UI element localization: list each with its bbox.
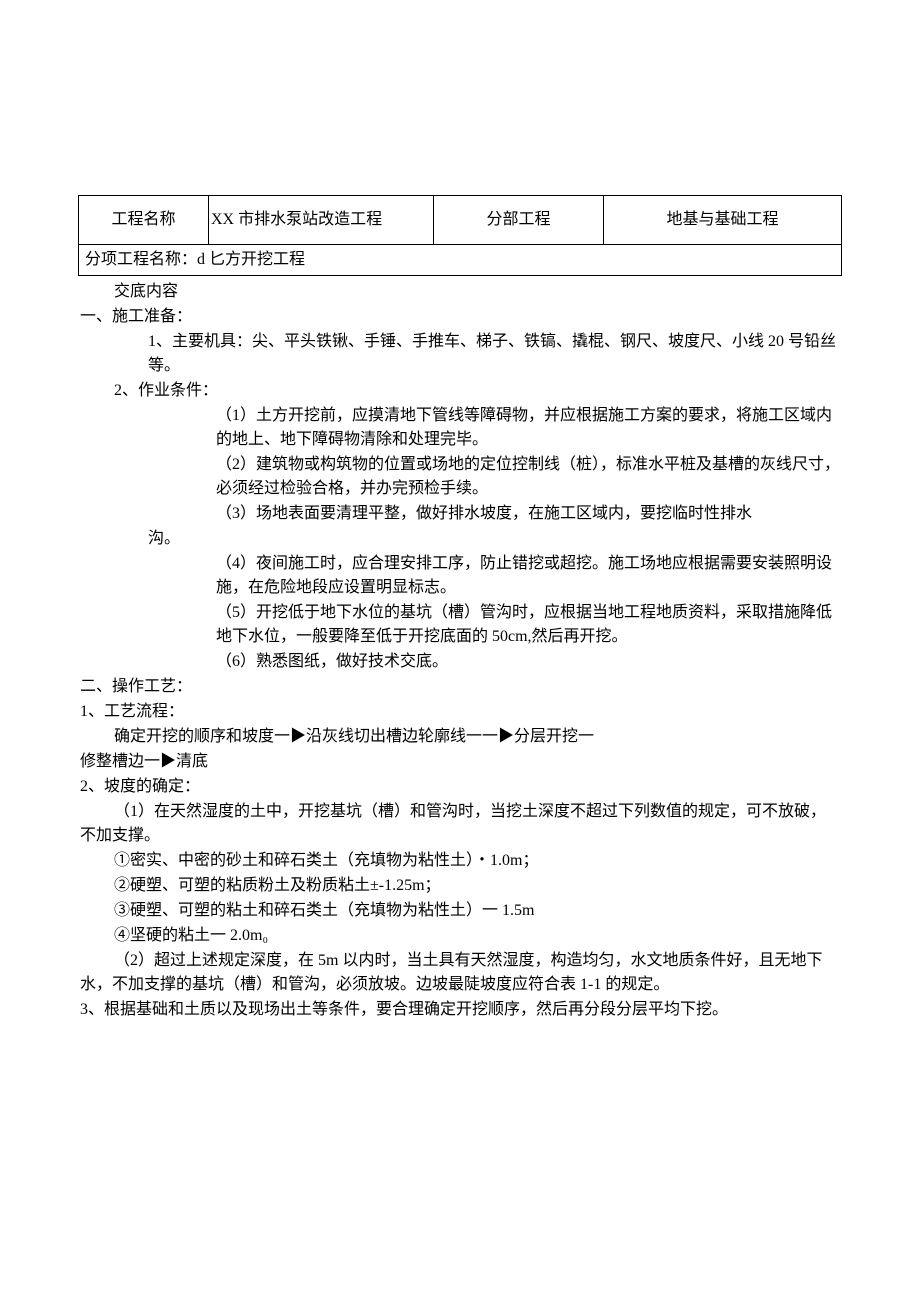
item-1-2-3a: （3）场地表面要清理平整，做好排水坡度，在施工区域内，要挖临时性排水 [148, 502, 840, 526]
item-2-2-1-d: ④坚硬的粘土一 2.0m₀ [114, 924, 840, 948]
item-1-2-1: （1）土方开挖前，应摸清地下管线等障碍物，并应根据施工方案的要求，将施工区域内的… [148, 404, 840, 452]
item-1-2-4: （4）夜间施工时，应合理安排工序，防止错挖或超挖。施工场地应根据需要安装照明设施… [148, 552, 840, 600]
cell-subitem: 分项工程名称：d 匕方开挖工程 [79, 245, 842, 276]
item-1-2-3b: 沟。 [148, 527, 840, 551]
heading-disclosure: 交底内容 [114, 280, 840, 304]
cell-division-value: 地基与基础工程 [604, 196, 842, 245]
item-2-2-1-b: ②硬塑、可塑的粘质粉土及粉质粘土±-1.25m； [114, 874, 840, 898]
item-2-2: 2、坡度的确定： [80, 775, 840, 799]
flow-line-2: 修整槽边一▶清底 [80, 750, 840, 774]
document-body: 交底内容 一、施工准备： 1、主要机具：尖、平头铁锹、手锤、手推车、梯子、铁镐、… [78, 280, 842, 1022]
item-2-3: 3、根据基础和土质以及现场出土等条件，要合理确定开挖顺序，然后再分段分层平均下挖… [80, 998, 840, 1022]
heading-section-1: 一、施工准备： [80, 305, 840, 329]
item-2-2-2: （2）超过上述规定深度，在 5m 以内时，当土具有天然湿度，构造均匀，水文地质条… [80, 949, 840, 997]
item-2-2-1-a: ①密实、中密的砂土和碎石类土（充填物为粘性土）・1.0m； [114, 849, 840, 873]
flow-line-1: 确定开挖的顺序和坡度一▶沿灰线切出槽边轮廓线一一▶分层开挖一 [114, 725, 840, 749]
item-1-1: 1、主要机具：尖、平头铁锹、手锤、手推车、梯子、铁镐、撬棍、钢尺、坡度尺、小线 … [114, 330, 840, 378]
item-1-2-2: （2）建筑物或构筑物的位置或场地的定位控制线（桩），标准水平桩及基槽的灰线尺寸，… [148, 453, 840, 501]
header-table: 工程名称 XX 市排水泵站改造工程 分部工程 地基与基础工程 分项工程名称：d … [78, 195, 842, 276]
item-1-2-5: （5）开挖低于地下水位的基坑（槽）管沟时，应根据当地工程地质资料，采取措施降低地… [148, 601, 840, 649]
cell-project-name-value: XX 市排水泵站改造工程 [209, 196, 434, 245]
heading-section-2: 二、操作工艺： [80, 675, 840, 699]
cell-division-label: 分部工程 [434, 196, 604, 245]
item-2-2-1: （1）在天然湿度的土中，开挖基坑（槽）和管沟时，当挖土深度不超过下列数值的规定，… [80, 800, 840, 848]
item-1-2: 2、作业条件： [114, 379, 840, 403]
item-2-2-1-c: ③硬塑、可塑的粘土和碎石类土（充填物为粘性土）一 1.5m [114, 899, 840, 923]
cell-project-name-label: 工程名称 [79, 196, 209, 245]
item-2-1: 1、工艺流程： [80, 700, 840, 724]
item-1-2-6: （6）熟悉图纸，做好技术交底。 [148, 650, 840, 674]
